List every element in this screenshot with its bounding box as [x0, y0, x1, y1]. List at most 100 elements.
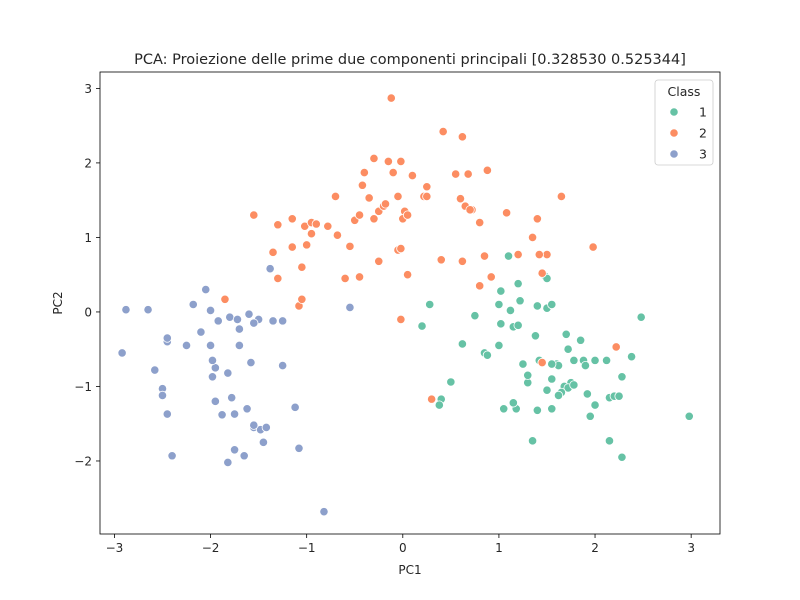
data-point-class-2 — [482, 165, 492, 175]
data-point-class-1 — [527, 436, 538, 446]
data-point-class-2 — [463, 169, 473, 179]
data-point-class-1 — [590, 355, 600, 365]
data-point-class-1 — [515, 296, 525, 306]
data-point-class-1 — [434, 400, 444, 410]
data-point-class-2 — [501, 208, 512, 218]
data-point-class-2 — [436, 255, 446, 265]
data-point-class-2 — [455, 194, 466, 204]
data-point-class-2 — [273, 220, 283, 230]
legend-title: Class — [668, 84, 701, 99]
data-point-class-3 — [167, 451, 177, 461]
legend-label-class-3: 3 — [699, 147, 707, 162]
data-point-class-1 — [604, 436, 615, 446]
x-tick-label: 1 — [495, 541, 503, 555]
data-point-class-1 — [585, 411, 595, 421]
data-point-class-1 — [582, 389, 592, 399]
data-point-class-1 — [576, 335, 586, 345]
data-point-class-2 — [249, 210, 259, 220]
data-point-class-1 — [532, 301, 542, 311]
data-point-class-2 — [297, 262, 307, 272]
data-point-class-3 — [223, 457, 233, 468]
data-point-class-2 — [396, 314, 406, 324]
data-point-class-1 — [684, 411, 694, 421]
data-point-class-2 — [407, 170, 417, 181]
legend: Class 1 2 3 — [654, 79, 714, 166]
data-point-class-1 — [494, 299, 504, 310]
data-point-class-2 — [422, 191, 432, 202]
data-point-class-3 — [207, 355, 218, 365]
data-point-class-2 — [374, 256, 384, 266]
legend-entries: 1 2 3 — [669, 105, 707, 162]
data-point-class-1 — [553, 390, 564, 400]
data-point-class-2 — [340, 273, 350, 284]
data-point-class-2 — [393, 191, 403, 202]
data-point-class-3 — [205, 305, 216, 316]
data-point-class-2 — [354, 210, 365, 220]
data-point-class-1 — [505, 305, 516, 316]
data-point-class-1 — [425, 299, 435, 310]
data-point-class-1 — [542, 385, 552, 395]
x-tick-label: 2 — [591, 541, 599, 555]
data-point-class-3 — [258, 437, 269, 447]
legend-box — [654, 79, 714, 166]
data-point-class-1 — [547, 299, 557, 310]
data-point-class-2 — [396, 156, 406, 167]
data-point-class-1 — [518, 359, 528, 369]
data-point-class-3 — [246, 358, 256, 368]
data-point-class-3 — [244, 309, 254, 319]
data-point-class-3 — [249, 318, 259, 328]
data-point-class-2 — [479, 251, 490, 261]
data-point-class-1 — [626, 352, 637, 362]
data-point-class-2 — [402, 270, 413, 280]
x-axis-ticks: −3 −2 −1 0 1 2 3 — [106, 534, 695, 555]
data-point-class-2 — [513, 249, 523, 260]
data-point-class-1 — [590, 400, 600, 410]
legend-marker-class-2 — [669, 128, 679, 138]
data-point-class-3 — [207, 372, 218, 382]
data-point-class-2 — [330, 191, 341, 202]
data-point-class-2 — [354, 272, 365, 282]
data-point-class-2 — [486, 272, 496, 282]
data-point-class-3 — [239, 451, 249, 461]
data-point-class-3 — [201, 284, 211, 295]
data-point-class-3 — [181, 340, 192, 351]
data-point-class-2 — [268, 247, 278, 257]
data-point-class-2 — [332, 230, 343, 240]
data-point-class-1 — [617, 452, 627, 462]
data-point-class-2 — [369, 153, 379, 164]
points-layer — [117, 93, 694, 517]
legend-label-class-1: 1 — [699, 105, 707, 120]
data-point-class-2 — [475, 281, 485, 291]
data-point-class-1 — [547, 404, 557, 414]
data-point-class-2 — [422, 182, 432, 192]
x-tick-label: 3 — [687, 541, 695, 555]
data-point-class-2 — [359, 168, 369, 178]
data-point-class-1 — [547, 359, 557, 369]
data-point-class-2 — [287, 214, 297, 224]
data-point-class-2 — [383, 156, 393, 167]
data-point-class-2 — [451, 169, 461, 179]
data-point-class-3 — [205, 340, 216, 351]
data-point-class-2 — [369, 214, 379, 224]
data-point-class-2 — [297, 294, 307, 304]
data-point-class-1 — [496, 319, 506, 329]
data-point-class-3 — [188, 299, 198, 310]
y-tick-label: 0 — [84, 305, 92, 319]
data-point-class-1 — [513, 279, 523, 289]
data-point-class-2 — [287, 242, 297, 252]
data-point-class-1 — [496, 286, 506, 296]
data-point-class-2 — [475, 217, 485, 228]
data-point-class-2 — [438, 127, 448, 137]
data-point-class-2 — [380, 199, 391, 209]
data-point-class-3 — [278, 360, 288, 371]
data-point-class-1 — [614, 391, 624, 401]
data-point-class-1 — [636, 312, 646, 322]
data-point-class-3 — [294, 443, 304, 453]
data-point-class-1 — [503, 251, 514, 261]
y-tick-label: 2 — [84, 156, 92, 170]
data-point-class-2 — [556, 191, 567, 202]
data-point-class-2 — [532, 214, 542, 224]
data-point-class-1 — [569, 355, 579, 365]
data-point-class-3 — [345, 302, 355, 313]
